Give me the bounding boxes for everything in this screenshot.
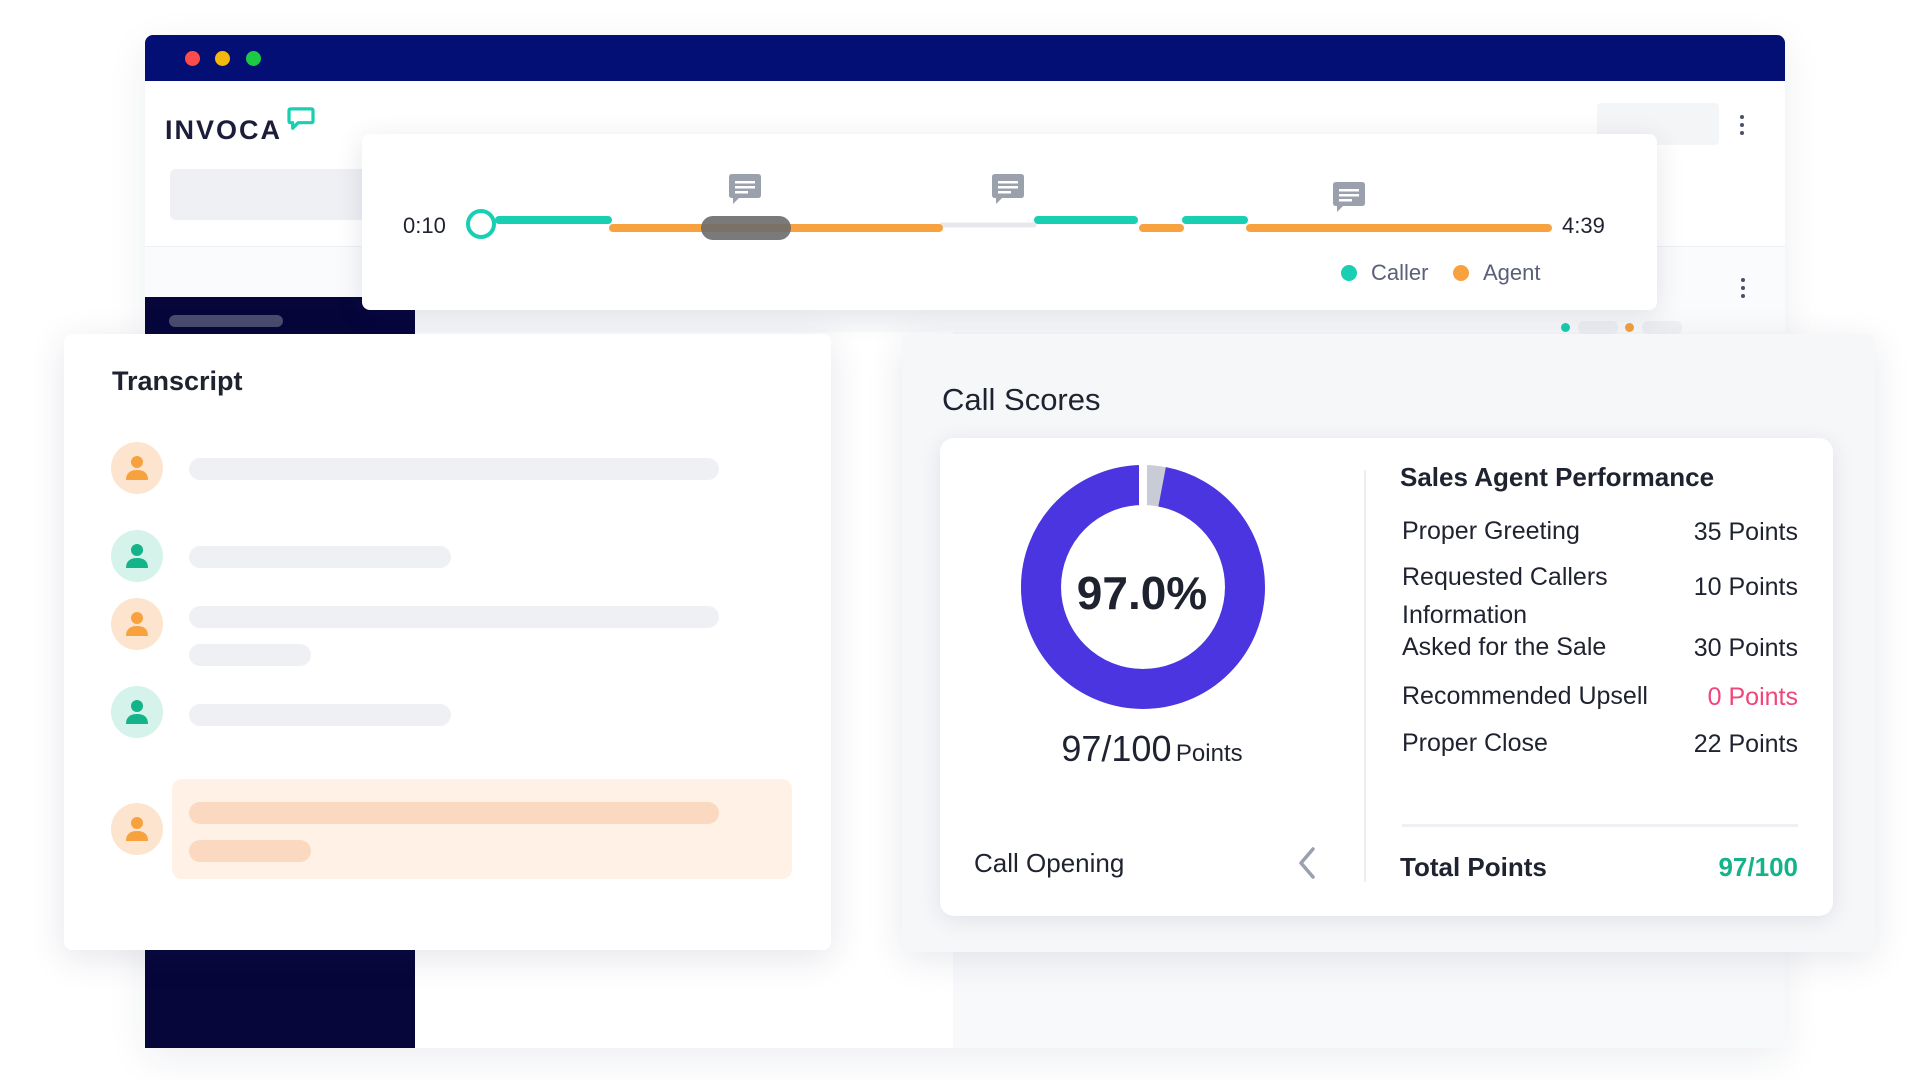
person-icon [126,544,148,568]
caller-avatar [111,530,163,582]
search-placeholder[interactable] [170,169,390,220]
timeline-end-time: 4:39 [1562,213,1605,238]
score-points: 97/100 Points [1002,728,1302,770]
comment-icon [729,174,761,204]
caller-dot-icon [1341,265,1357,281]
window-titlebar [145,35,1785,81]
score-row-value: 0 Points [1707,683,1798,711]
total-points-label: Total Points [1400,852,1547,882]
transcript-line [189,606,719,628]
score-donut-chart [1021,464,1265,709]
call-scores-title: Call Scores [942,382,1101,417]
score-row-label: Recommended Upsell [1402,682,1648,710]
score-row-value: 22 Points [1693,730,1798,758]
column-divider [1364,470,1366,882]
score-row-value: 10 Points [1693,573,1798,601]
call-timeline: 0:10 4:39 [362,134,1657,310]
person-icon [126,700,148,724]
total-divider [1402,824,1798,827]
transcript-title: Transcript [112,366,243,396]
score-category-label: Call Opening [974,848,1125,878]
agent-avatar [111,803,163,855]
caller-avatar [111,686,163,738]
comment-icon [1333,182,1365,212]
score-points-value: 97/100 [1061,728,1172,769]
score-percent: 97.0% [1076,567,1208,619]
performance-title: Sales Agent Performance [1400,462,1715,492]
score-row-label: Requested Callers Information [1402,563,1608,629]
transcript-line [189,840,311,862]
agent-avatar [111,598,163,650]
person-icon [126,612,148,636]
brand-logo: INVOCA [165,115,283,145]
transcript-line [189,546,451,568]
score-row-label: Proper Greeting [1402,517,1580,545]
person-icon [126,456,148,480]
legend-caller-label: Caller [1371,260,1429,285]
sidebar-item[interactable] [169,315,283,327]
skeleton-text [1578,321,1618,334]
transcript-line [189,458,719,480]
window-close-button[interactable] [185,51,200,66]
agent-avatar [111,442,163,494]
person-icon [126,817,148,841]
highlighted-message[interactable] [172,779,792,879]
timeline-track[interactable] [362,134,1657,310]
timeline-start-time: 0:10 [403,213,446,238]
transcript-panel: Transcript [64,334,831,950]
score-row-value: 30 Points [1693,634,1798,662]
transcript-line [189,644,311,666]
caller-dot-icon [1561,323,1570,332]
comment-icon [992,174,1024,204]
kebab-menu-icon[interactable] [1740,278,1746,300]
score-details: 97.0% 97/100 Points Call Opening Sales A… [940,438,1833,916]
agent-dot-icon [1453,265,1469,281]
playhead-handle [466,209,496,239]
call-scores-panel: Call Scores 97.0% 97/100 Points Call Ope… [902,334,1875,952]
total-points-value: 97/100 [1718,852,1798,882]
score-row-label: Asked for the Sale [1402,633,1607,661]
score-points-unit: Points [1175,740,1243,767]
legend-agent-label: Agent [1483,260,1541,285]
transcript-line [189,704,451,726]
chevron-left-icon[interactable] [1297,846,1317,880]
agent-dot-icon [1625,323,1634,332]
kebab-menu-icon[interactable] [1739,115,1745,137]
window-minimize-button[interactable] [215,51,230,66]
legend-agent: Agent [1453,260,1541,286]
window-maximize-button[interactable] [246,51,261,66]
skeleton-text [1642,321,1682,334]
timeline-selection-handle [701,216,791,240]
logo-chat-bubble-icon [287,107,315,130]
score-row-value: 35 Points [1693,518,1798,546]
transcript-line [189,802,719,824]
score-row-label: Proper Close [1402,729,1548,757]
legend-caller: Caller [1341,260,1428,286]
